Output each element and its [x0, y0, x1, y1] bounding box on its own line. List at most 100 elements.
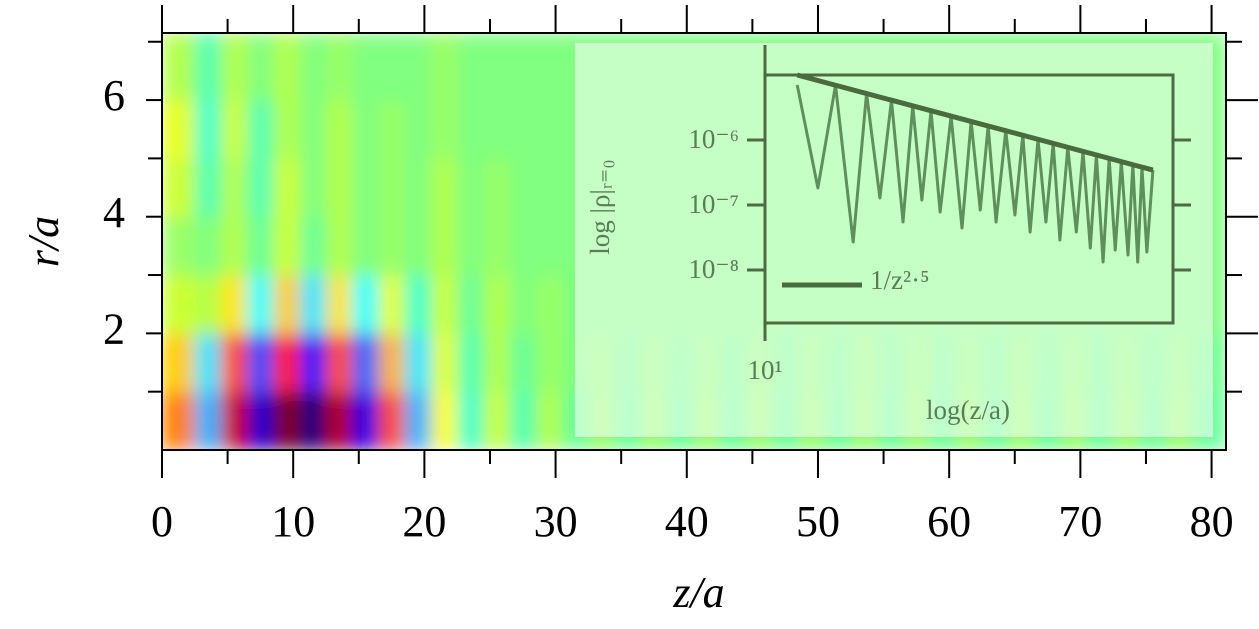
heatmap-cell: [457, 275, 485, 334]
x-tick-label: 10: [271, 497, 315, 546]
heatmap-cell: [247, 33, 275, 101]
heatmap-cell: [378, 158, 406, 218]
x-tick-label: 60: [927, 497, 971, 546]
heatmap-cell: [457, 158, 485, 218]
y-tick-label: 4: [103, 188, 125, 237]
heatmap-cell: [221, 333, 248, 393]
heatmap-cell: [509, 100, 537, 159]
fit-line: [796, 72, 1154, 173]
inset-x-axis-label: log(z/a): [926, 395, 1010, 425]
x-tick-label: 70: [1058, 497, 1102, 546]
heatmap-cell: [299, 391, 327, 450]
heatmap-cell: [273, 391, 301, 450]
plot-frame: [161, 32, 1227, 451]
heatmap-cell: [247, 100, 275, 159]
x-axis-label: z/a: [672, 568, 724, 617]
heatmap-cell: [221, 33, 248, 101]
heatmap-cell: [299, 216, 327, 276]
heatmap-cell: [162, 275, 196, 334]
heatmap-cell: [457, 391, 485, 450]
heatmap-cell: [273, 333, 301, 393]
heatmap-cell: [430, 333, 458, 393]
heatmap-cell: [404, 333, 432, 393]
heatmap-cell: [535, 158, 563, 218]
inset-x-tick-label: 10¹: [747, 355, 782, 385]
heatmap-cell: [535, 275, 563, 334]
inset-y-axis-label: log |ρ|ᵣ₌₀: [585, 159, 615, 254]
heatmap-cell: [378, 333, 406, 393]
heatmap-cell: [221, 158, 248, 218]
heatmap-cell: [352, 275, 380, 334]
heatmap-cell: [194, 275, 222, 334]
heatmap-cell: [247, 275, 275, 334]
heatmap-cell: [194, 216, 222, 276]
heatmap-cell: [325, 275, 353, 334]
heatmap-cell: [162, 33, 196, 101]
heatmap-cell: [483, 158, 511, 218]
heatmap-cell: [509, 33, 537, 101]
heatmap-cell: [273, 158, 301, 218]
heatmap-cell: [352, 33, 380, 101]
y-axis-label: r/a: [19, 216, 68, 267]
heatmap-cell: [509, 391, 537, 450]
heatmap-cell: [535, 216, 563, 276]
heatmap-cell: [247, 391, 275, 450]
heatmap-cell: [378, 275, 406, 334]
x-tick-label: 20: [402, 497, 446, 546]
heatmap-cell: [509, 333, 537, 393]
heatmap-cell: [194, 333, 222, 393]
heatmap-cell: [509, 216, 537, 276]
heatmap-cell: [247, 158, 275, 218]
heatmap-cell: [162, 216, 196, 276]
heatmap-cell: [221, 275, 248, 334]
heatmap-cell: [221, 100, 248, 159]
heatmap-cell: [299, 333, 327, 393]
heatmap-cell: [325, 100, 353, 159]
heatmap-cell: [247, 216, 275, 276]
heatmap-cell: [325, 158, 353, 218]
heatmap-cell: [483, 275, 511, 334]
x-tick-label: 0: [151, 497, 173, 546]
heatmap-cell: [352, 216, 380, 276]
heatmap-cell: [273, 275, 301, 334]
heatmap-cell: [457, 216, 485, 276]
y-tick-label: 2: [103, 304, 125, 353]
y-tick-label: 6: [103, 71, 125, 120]
heatmap-cell: [509, 158, 537, 218]
heatmap-cell: [430, 33, 458, 101]
inset-y-tick-label: 10⁻⁷: [688, 189, 739, 219]
heatmap-cell: [162, 158, 196, 218]
heatmap-cell: [404, 391, 432, 450]
heatmap-cell: [483, 333, 511, 393]
heatmap-cell: [535, 100, 563, 159]
heatmap-cell: [378, 391, 406, 450]
heatmap-cell: [509, 275, 537, 334]
heatmap-cell: [299, 100, 327, 159]
heatmap-cell: [404, 158, 432, 218]
heatmap-cell: [430, 275, 458, 334]
heatmap-cell: [457, 333, 485, 393]
heatmap-cell: [483, 391, 511, 450]
heatmap-cell: [299, 33, 327, 101]
heatmap-cell: [194, 33, 222, 101]
heatmap-cell: [430, 158, 458, 218]
heatmap-cell: [430, 391, 458, 450]
heatmap-cell: [247, 333, 275, 393]
heatmap-cell: [535, 391, 563, 450]
heatmap-cell: [325, 391, 353, 450]
x-tick-label: 30: [534, 497, 578, 546]
heatmap-cell: [325, 33, 353, 101]
heatmap-cell: [404, 33, 432, 101]
heatmap-cell: [378, 216, 406, 276]
heatmap-cell: [273, 100, 301, 159]
heatmap-cell: [352, 391, 380, 450]
inset-frame: [763, 73, 1175, 325]
inset-y-tick-label: 10⁻⁶: [688, 124, 739, 154]
heatmap-cell: [535, 333, 563, 393]
heatmap-cell: [325, 216, 353, 276]
heatmap-cell: [273, 216, 301, 276]
heatmap-cell: [299, 158, 327, 218]
heatmap-cell: [194, 158, 222, 218]
heatmap-cell: [404, 216, 432, 276]
heatmap-cell: [483, 216, 511, 276]
